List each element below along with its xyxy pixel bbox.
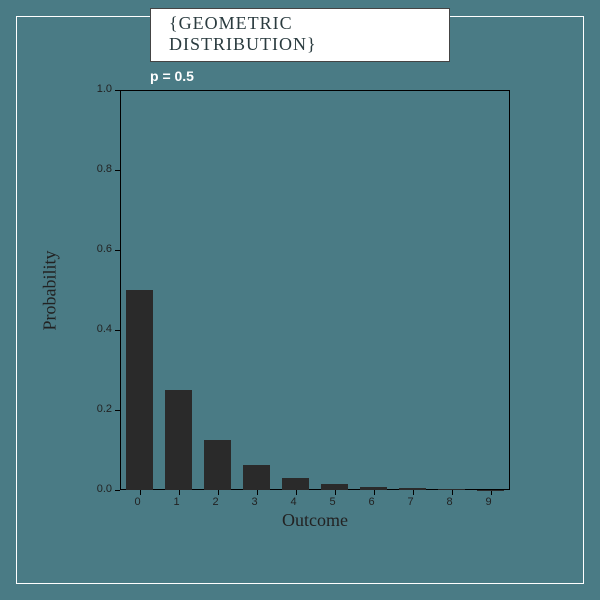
x-tick-label: 9 — [486, 496, 492, 508]
y-tick-label: 0.8 — [97, 163, 112, 175]
x-tick-label: 7 — [408, 496, 414, 508]
x-tick-mark — [335, 490, 336, 495]
x-tick-mark — [257, 490, 258, 495]
x-tick-mark — [452, 490, 453, 495]
x-tick-label: 3 — [252, 496, 258, 508]
x-tick-mark — [296, 490, 297, 495]
y-axis-label: Probability — [40, 241, 61, 341]
x-tick-mark — [218, 490, 219, 495]
x-tick-label: 8 — [447, 496, 453, 508]
bar — [282, 478, 309, 491]
figure-container: {GEOMETRIC DISTRIBUTION} p = 0.5 Probabi… — [0, 0, 600, 600]
bar — [165, 390, 192, 490]
x-axis-label: Outcome — [120, 510, 510, 531]
y-tick-label: 0.0 — [97, 483, 112, 495]
bar — [360, 487, 387, 490]
y-tick-label: 0.6 — [97, 243, 112, 255]
y-tick-mark — [115, 250, 120, 251]
x-tick-label: 5 — [330, 496, 336, 508]
x-tick-label: 0 — [135, 496, 141, 508]
y-tick-label: 0.4 — [97, 323, 112, 335]
bar — [477, 490, 504, 491]
x-tick-label: 6 — [369, 496, 375, 508]
x-tick-mark — [374, 490, 375, 495]
x-tick-label: 1 — [174, 496, 180, 508]
x-tick-label: 2 — [213, 496, 219, 508]
y-tick-mark — [115, 490, 120, 491]
x-tick-label: 4 — [291, 496, 297, 508]
x-tick-mark — [413, 490, 414, 495]
bar — [126, 290, 153, 490]
y-tick-mark — [115, 90, 120, 91]
y-tick-label: 0.2 — [97, 403, 112, 415]
y-tick-mark — [115, 330, 120, 331]
bar — [438, 489, 465, 490]
y-tick-mark — [115, 170, 120, 171]
bar — [321, 484, 348, 490]
bar — [204, 440, 231, 490]
bar — [399, 488, 426, 490]
y-tick-label: 1.0 — [97, 83, 112, 95]
x-tick-mark — [179, 490, 180, 495]
x-tick-mark — [140, 490, 141, 495]
bar — [243, 465, 270, 490]
chart-title: {GEOMETRIC DISTRIBUTION} — [150, 8, 450, 62]
parameter-label: p = 0.5 — [150, 68, 194, 84]
y-tick-mark — [115, 410, 120, 411]
x-tick-mark — [491, 490, 492, 495]
